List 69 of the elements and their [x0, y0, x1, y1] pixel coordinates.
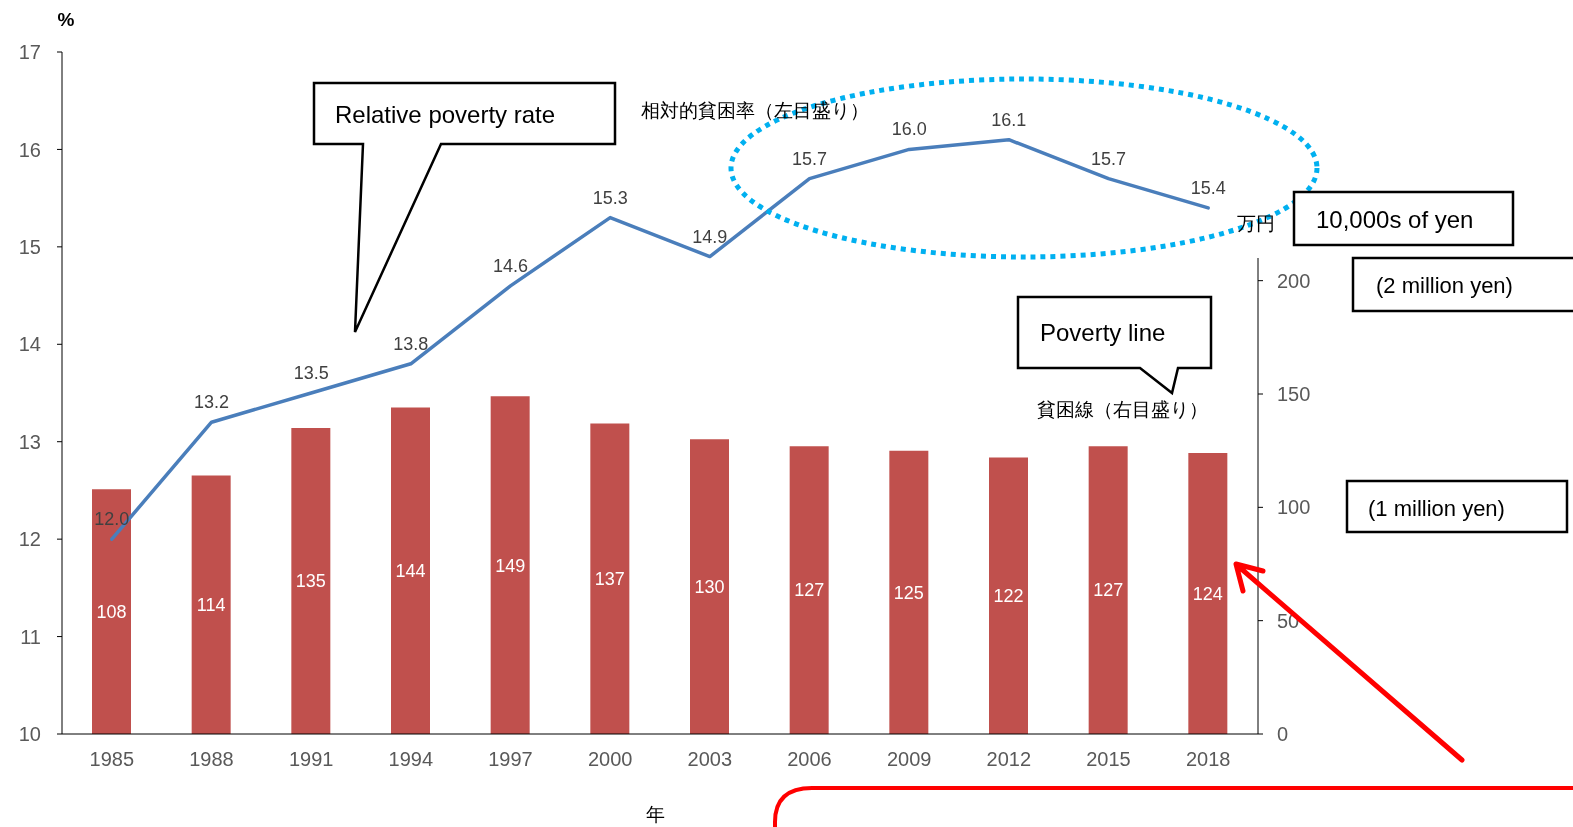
x-tick-label: 2012: [986, 748, 1032, 771]
bar: [1188, 452, 1228, 734]
data-label: 130: [694, 577, 725, 598]
text: (1 million yen): [1368, 496, 1505, 521]
y2-tick-label: 0: [1277, 723, 1289, 746]
series-label: 貧困線（右目盛り）: [1037, 399, 1208, 420]
annotation: Poverty line: [1040, 319, 1166, 346]
text: (2 million yen): [1376, 273, 1513, 298]
data-label: 137: [594, 569, 625, 590]
data-label: 15.4: [1190, 177, 1226, 198]
y-tick-label: 14: [18, 333, 41, 356]
data-label: 15.7: [1090, 148, 1127, 169]
bar: [1088, 446, 1128, 734]
data-label: 125: [893, 582, 924, 603]
data-label: 15.7: [791, 148, 828, 169]
y2-axis-title: 万円: [1237, 213, 1275, 234]
data-label: 16.0: [891, 119, 927, 140]
data-label: 127: [1093, 580, 1124, 601]
data-label: 144: [395, 561, 426, 582]
y-tick-label: 17: [18, 41, 41, 64]
bar: [690, 439, 729, 734]
data-label: 16.1: [991, 109, 1027, 130]
annotation: Relative poverty rate: [335, 101, 556, 128]
x-axis-title: 年: [645, 804, 665, 825]
data-label: 13.5: [293, 363, 329, 383]
data-label: 13.2: [193, 392, 230, 413]
bar: [291, 428, 331, 734]
y-tick-label: 10: [18, 723, 41, 746]
x-tick-label: 2015: [1086, 748, 1131, 771]
bar: [590, 423, 630, 734]
bar: [92, 489, 131, 734]
x-tick-label: 1991: [288, 748, 334, 771]
x-tick-label: 2003: [687, 748, 733, 771]
x-tick-label: 1985: [89, 748, 135, 771]
x-tick-label: 1997: [488, 748, 533, 771]
y-tick-label: 11: [20, 625, 41, 648]
bar: [989, 457, 1028, 734]
bar: [391, 407, 430, 734]
data-label: 149: [495, 555, 526, 576]
data-label: 13.8: [393, 333, 429, 354]
y-axis-title: %: [57, 9, 75, 30]
data-label: 12.0: [94, 509, 130, 530]
x-tick-label: 1994: [388, 748, 434, 771]
x-tick-label: 2018: [1185, 748, 1231, 771]
x-tick-label: 2009: [886, 748, 932, 771]
data-label: 15.3: [592, 187, 628, 208]
data-label: 108: [96, 601, 127, 622]
y2-tick-label: 100: [1277, 496, 1311, 519]
data-label: 124: [1192, 583, 1223, 604]
y-tick-label: 15: [18, 235, 41, 258]
data-label: 14.6: [492, 255, 529, 276]
y2-tick-label: 150: [1277, 383, 1311, 406]
data-label: 135: [295, 571, 326, 592]
x-tick-label: 2006: [787, 748, 832, 771]
y-tick-label: 12: [18, 528, 41, 551]
bar: [490, 396, 530, 734]
bar: [889, 450, 929, 734]
text: 10,000s of yen: [1316, 206, 1474, 233]
data-label: 114: [196, 595, 226, 616]
y-tick-label: 13: [18, 430, 41, 453]
y2-tick-label: 200: [1277, 269, 1311, 292]
data-label: 122: [993, 586, 1024, 607]
y-tick-label: 16: [18, 138, 41, 161]
bar: [789, 446, 829, 734]
bar: [191, 475, 231, 734]
data-label: 14.9: [692, 226, 728, 247]
x-tick-label: 1988: [189, 748, 234, 771]
data-label: 127: [794, 580, 825, 601]
x-tick-label: 2000: [587, 748, 633, 771]
